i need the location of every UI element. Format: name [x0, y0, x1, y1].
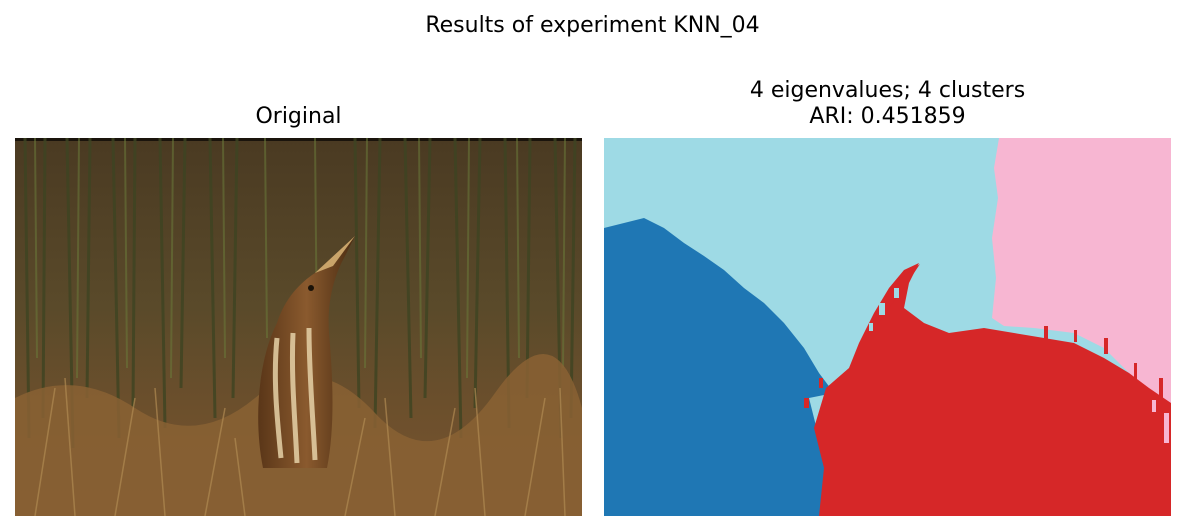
- figure-suptitle: Results of experiment KNN_04: [425, 13, 760, 38]
- bittern-photo-icon: [15, 138, 582, 516]
- segmentation-map-graphic: [604, 138, 1171, 516]
- original-panel-title: Original: [255, 104, 342, 129]
- segmentation-map: [604, 138, 1171, 516]
- segmentation-title-line2: ARI: 0.451859: [809, 104, 966, 129]
- cluster-dark-blue-region: [604, 218, 834, 516]
- segmentation-panel-title: 4 eigenvalues; 4 clusters ARI: 0.451859: [604, 78, 1171, 130]
- segmentation-title-line1: 4 eigenvalues; 4 clusters: [749, 78, 1026, 103]
- original-image: [15, 138, 582, 516]
- cluster-red-region: [814, 263, 1171, 516]
- cluster-pink-region: [992, 138, 1171, 408]
